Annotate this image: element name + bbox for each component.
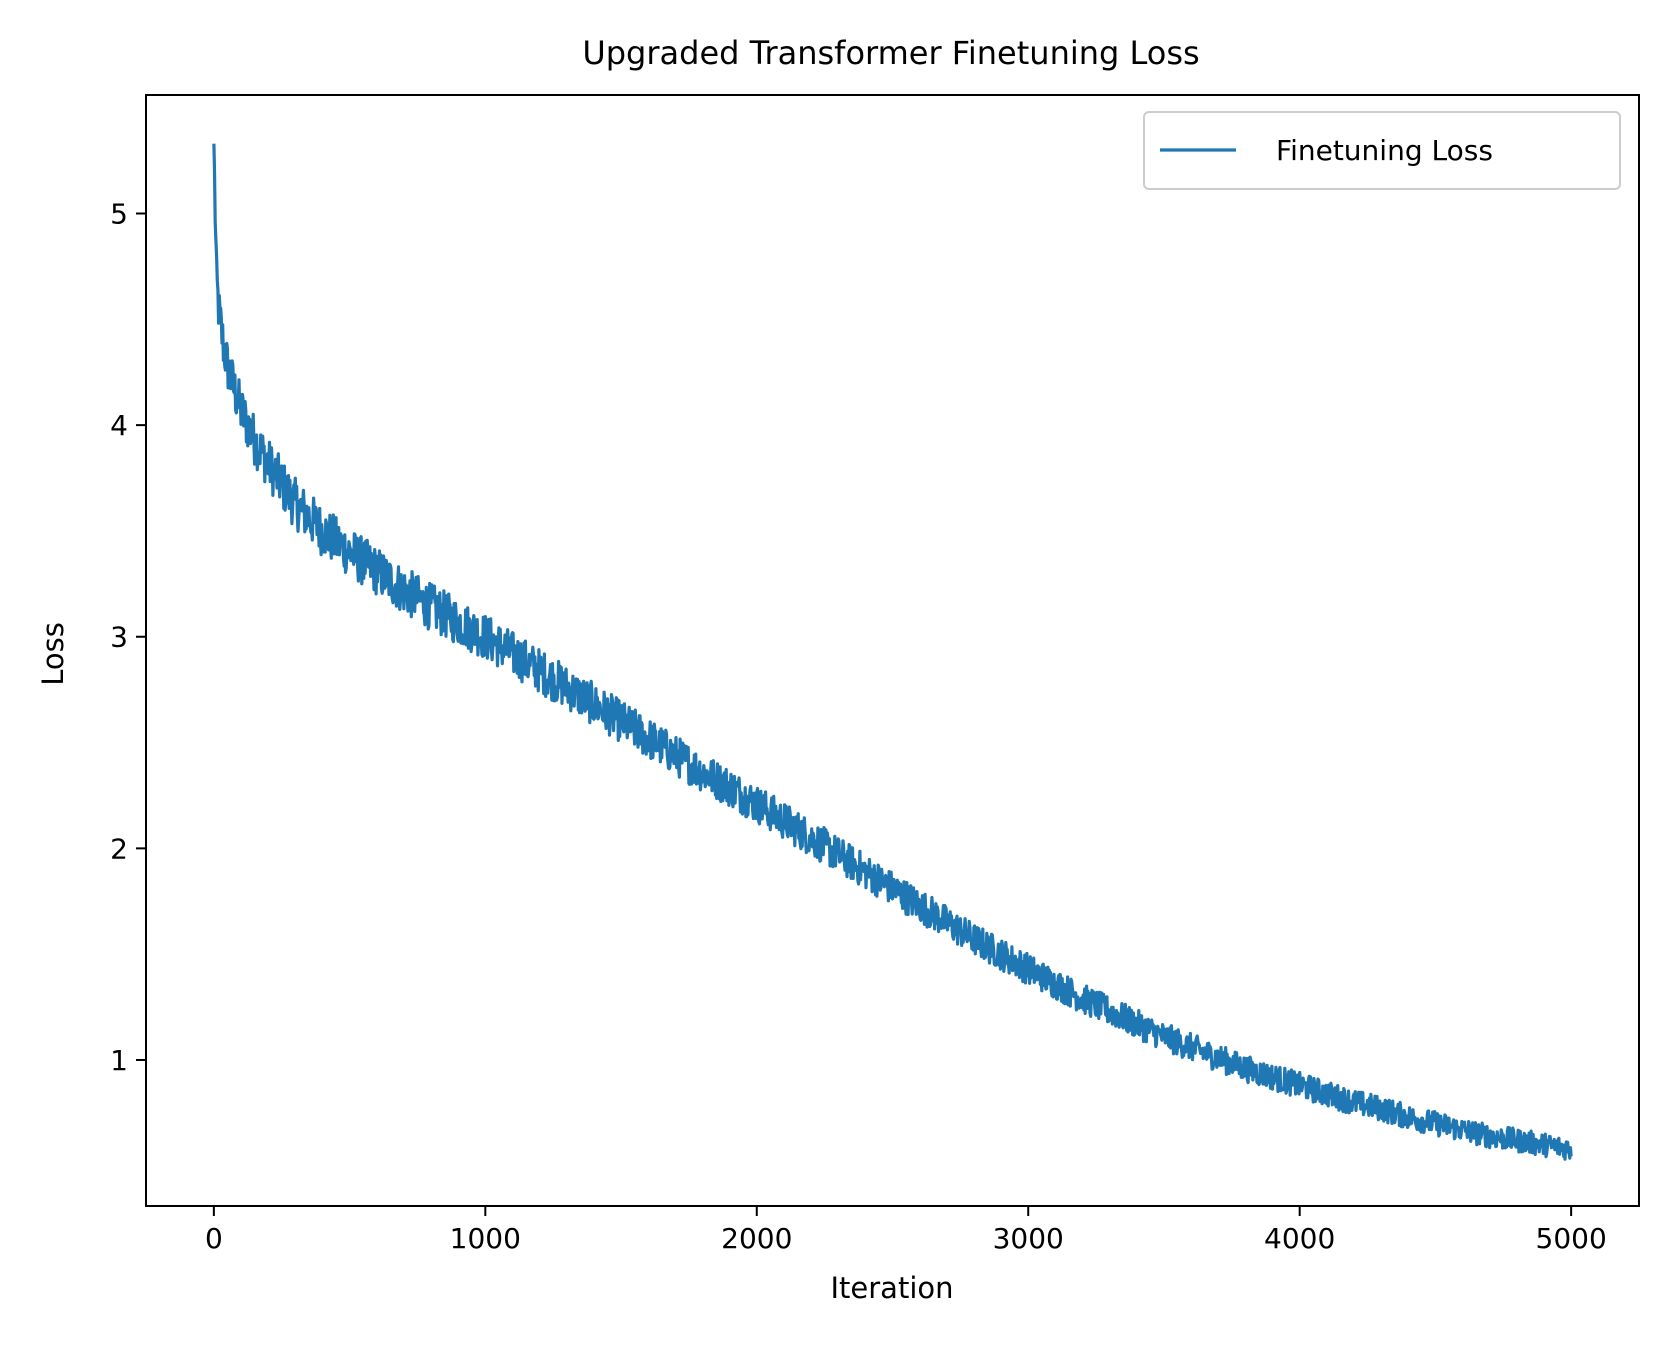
legend-label-finetuning-loss: Finetuning Loss xyxy=(1276,134,1493,167)
y-axis-ticks: 1 2 3 4 5 xyxy=(110,198,146,1077)
x-tick-label: 0 xyxy=(205,1222,223,1255)
y-axis-label: Loss xyxy=(36,622,70,686)
legend: Finetuning Loss xyxy=(1143,111,1621,190)
x-tick-label: 3000 xyxy=(993,1222,1064,1255)
y-tick-label: 3 xyxy=(110,621,128,654)
x-axis-label: Iteration xyxy=(830,1271,953,1305)
y-tick-label: 1 xyxy=(110,1044,128,1077)
series-line-finetuning-loss xyxy=(212,143,1573,1161)
x-tick-label: 5000 xyxy=(1536,1222,1607,1255)
plot-area xyxy=(145,94,1640,1207)
y-tick-label: 5 xyxy=(110,198,128,231)
x-axis-ticks: 0 1000 2000 3000 4000 5000 xyxy=(205,1206,1607,1255)
plot-frame xyxy=(145,94,1640,1207)
chart-title: Upgraded Transformer Finetuning Loss xyxy=(582,34,1199,72)
x-tick-label: 4000 xyxy=(1264,1222,1335,1255)
legend-box xyxy=(1143,111,1621,190)
x-tick-label: 2000 xyxy=(721,1222,792,1255)
x-tick-label: 1000 xyxy=(450,1222,521,1255)
y-tick-label: 2 xyxy=(110,832,128,865)
y-tick-label: 4 xyxy=(110,409,128,442)
